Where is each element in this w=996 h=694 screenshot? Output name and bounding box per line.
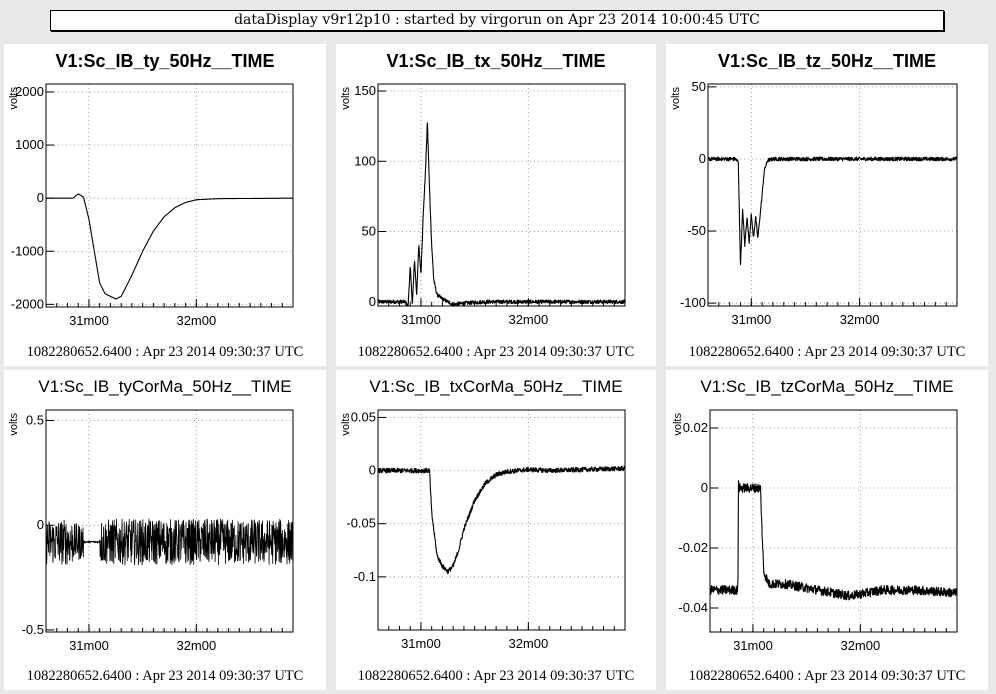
grid (710, 410, 957, 632)
y-tick-label: -0.02 (678, 540, 708, 555)
x-tick-label: 31m00 (401, 636, 441, 651)
plot-canvas[interactable]: 0.05 0 -0.05 -0.1 31m00 32m00 volts (336, 370, 656, 690)
y-tick-label: -0.04 (678, 600, 708, 615)
plot-title: V1:Sc_IB_tz_50Hz__TIME (717, 51, 937, 71)
plot-canvas[interactable]: 0.5 0 -0.5 31m00 32m00 volts (4, 370, 326, 690)
plot-timestamp: 1082280652.6400 : Apr 23 2014 09:30:37 U… (26, 344, 304, 360)
plot-timestamp: 1082280652.6400 : Apr 23 2014 09:30:37 U… (688, 344, 966, 360)
plot-timestamp: 1082280652.6400 : Apr 23 2014 09:30:37 U… (357, 344, 635, 360)
grid (378, 410, 625, 630)
y-tick-label: 0 (37, 190, 44, 205)
y-tick-label: -0.1 (354, 569, 376, 584)
grid (46, 410, 293, 632)
series-line (707, 156, 958, 266)
plot-pad-ty[interactable]: V1:Sc_IB_ty_50Hz__TIME 2000 1000 0 -1000 -20… (4, 44, 326, 366)
y-tick-label: -50 (687, 223, 706, 238)
plot-frame (707, 83, 958, 307)
y-axis-label: volts (8, 87, 20, 110)
y-tick-label: 2000 (15, 84, 44, 99)
series-line (45, 193, 294, 300)
y-tick-label: -1000 (11, 243, 44, 258)
window-title: dataDisplay v9r12p10 : started by virgor… (50, 10, 944, 31)
plot-title: V1:Sc_IB_tx_50Hz__TIME (386, 51, 606, 71)
plot-pad-tzcorma[interactable]: V1:Sc_IB_tzCorMa_50Hz__TIME 0.02 0 -0.02 -0… (666, 370, 988, 690)
plot-timestamp: 1082280652.6400 : Apr 23 2014 09:30:37 U… (688, 668, 966, 684)
x-tick-label: 31m00 (401, 312, 441, 327)
y-tick-label: 0.5 (26, 412, 44, 427)
y-tick-label: 0 (701, 480, 708, 495)
series-line (377, 122, 626, 307)
grid (46, 84, 293, 307)
y-tick-label: 50 (362, 224, 376, 239)
x-tick-label: 31m00 (731, 312, 771, 327)
x-tick-label: 32m00 (176, 313, 216, 328)
y-axis-label: volts (8, 413, 20, 436)
y-tick-label: 100 (354, 153, 376, 168)
y-tick-label: -0.5 (22, 622, 44, 637)
x-tick-label: 32m00 (508, 312, 548, 327)
y-tick-label: 0.05 (351, 409, 376, 424)
plot-frame (45, 409, 294, 633)
y-tick-label: 0 (369, 294, 376, 309)
y-tick-label: -0.05 (346, 516, 376, 531)
y-axis-label: volts (670, 87, 682, 110)
y-tick-label: 50 (692, 79, 706, 94)
y-tick-label: -2000 (11, 296, 44, 311)
plot-timestamp: 1082280652.6400 : Apr 23 2014 09:30:37 U… (26, 668, 304, 684)
plot-canvas[interactable]: 2000 1000 0 -1000 -2000 31m00 32m00 volts (4, 44, 326, 366)
y-tick-label: 0 (37, 517, 44, 532)
series-line (709, 480, 958, 601)
y-tick-label: 0 (699, 151, 706, 166)
series-line (45, 518, 294, 566)
plot-pad-tycorma[interactable]: V1:Sc_IB_tyCorMa_50Hz__TIME 0.5 0 -0.5 31m0… (4, 370, 326, 690)
plot-title: V1:Sc_IB_tzCorMa_50Hz__TIME (700, 377, 954, 396)
series-line (377, 465, 626, 575)
plot-title: V1:Sc_IB_txCorMa_50Hz__TIME (369, 377, 623, 396)
plot-pad-tx[interactable]: V1:Sc_IB_tx_50Hz__TIME 150 100 50 0 31m00 32m… (336, 44, 656, 366)
y-tick-label: -100 (680, 295, 706, 310)
plot-frame (377, 83, 626, 307)
grid (708, 84, 957, 306)
x-tick-label: 32m00 (508, 636, 548, 651)
plot-canvas[interactable]: 0.02 0 -0.02 -0.04 31m00 32m00 volts (666, 370, 988, 690)
y-tick-label: 150 (354, 83, 376, 98)
plot-title: V1:Sc_IB_tyCorMa_50Hz__TIME (38, 377, 292, 396)
y-axis-label: volts (340, 87, 352, 110)
x-tick-label: 31m00 (69, 313, 109, 328)
plot-canvas[interactable]: 150 100 50 0 31m00 32m00 volts (336, 44, 656, 366)
x-tick-label: 31m00 (69, 638, 109, 653)
y-tick-label: 0.02 (683, 420, 708, 435)
plot-title: V1:Sc_IB_ty_50Hz__TIME (55, 51, 275, 71)
x-tick-label: 32m00 (840, 638, 880, 653)
x-tick-label: 32m00 (176, 638, 216, 653)
y-tick-label: 1000 (15, 137, 44, 152)
plot-frame (377, 409, 626, 631)
plot-pad-txcorma[interactable]: V1:Sc_IB_txCorMa_50Hz__TIME 0.05 0 -0.05 -0… (336, 370, 656, 690)
y-tick-label: 0 (369, 463, 376, 478)
x-tick-label: 32m00 (840, 312, 880, 327)
plot-frame (709, 409, 958, 633)
plot-frame (45, 83, 294, 308)
y-axis-label: volts (672, 413, 684, 436)
plot-pad-tz[interactable]: V1:Sc_IB_tz_50Hz__TIME 50 0 -50 -100 31m00 32… (666, 44, 988, 366)
plot-timestamp: 1082280652.6400 : Apr 23 2014 09:30:37 U… (357, 668, 635, 684)
x-tick-label: 31m00 (733, 638, 773, 653)
y-axis-label: volts (340, 413, 352, 436)
plot-canvas[interactable]: 50 0 -50 -100 31m00 32m00 volts (666, 44, 988, 366)
